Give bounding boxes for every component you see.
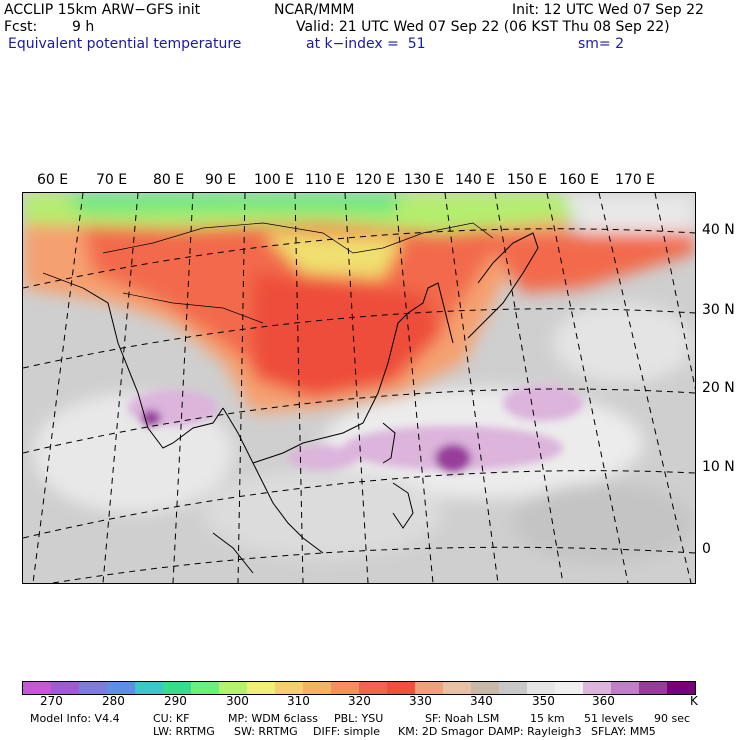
theta-e-map [22,192,696,584]
init-time: Init: 12 UTC Wed 07 Sep 22 [512,2,704,18]
colorbar-label: 340 [470,694,493,708]
colorbar-swatch [527,682,555,694]
footer-resolution: 15 km [530,712,565,725]
colorbar-swatch [387,682,415,694]
footer-levels: 51 levels [584,712,634,725]
colorbar-label: 270 [40,694,63,708]
colorbar-label: 300 [226,694,249,708]
footer-model-info: Model Info: V4.4 [30,712,120,725]
lon-label: 90 E [205,172,237,188]
colorbar-swatch [191,682,219,694]
colorbar-label: 280 [102,694,125,708]
colorbar-swatch [471,682,499,694]
valid-time: Valid: 21 UTC Wed 07 Sep 22 (06 KST Thu … [296,19,670,35]
colorbar-label: 310 [287,694,310,708]
field-name: Equivalent potential temperature [8,36,242,52]
lat-label: 30 N [702,302,735,318]
colorbar-swatch [23,682,51,694]
map-field-svg [23,193,695,583]
footer-diff: DIFF: simple [313,725,381,738]
lon-label: 70 E [96,172,128,188]
colorbar-label: 350 [532,694,555,708]
colorbar-swatch [331,682,359,694]
colorbar-swatch [247,682,275,694]
lon-label: 130 E [404,172,445,188]
org-label: NCAR/MMM [274,2,355,18]
colorbar-label: 320 [348,694,371,708]
colorbar-swatch [583,682,611,694]
colorbar-swatch [611,682,639,694]
footer-lw: LW: RRTMG [153,725,215,738]
colorbar-label: 330 [409,694,432,708]
lon-label: 160 E [559,172,600,188]
footer-sw: SW: RRTMG [234,725,298,738]
lat-label: 10 N [702,459,735,475]
colorbar-swatch [275,682,303,694]
lat-label: 40 N [702,222,735,238]
footer-sflay: SFLAY: MM5 [591,725,656,738]
colorbar-swatch [443,682,471,694]
lat-label: 20 N [702,380,735,396]
colorbar-swatch [667,682,695,694]
colorbar-swatch [303,682,331,694]
smoothing-label: sm= 2 [578,36,625,52]
lat-label: 0 [702,541,711,557]
colorbar-swatch [219,682,247,694]
lon-label: 140 E [455,172,496,188]
lon-label: 110 E [305,172,346,188]
colorbar-label: 290 [164,694,187,708]
model-title: ACCLIP 15km ARW−GFS init [4,2,201,18]
footer-mp: MP: WDM 6class [228,712,318,725]
colorbar-swatch [135,682,163,694]
colorbar-label: 360 [592,694,615,708]
colorbar-swatch [163,682,191,694]
colorbar-swatch [639,682,667,694]
colorbar [22,681,696,695]
lon-label: 170 E [615,172,656,188]
lon-label: 150 E [507,172,548,188]
footer-sf: SF: Noah LSM [425,712,500,725]
level-label: at k−index = 51 [306,36,426,52]
lon-label: 80 E [153,172,185,188]
colorbar-swatch [107,682,135,694]
footer-damp: DAMP: Rayleigh3 [488,725,582,738]
colorbar-swatch [499,682,527,694]
colorbar-swatch [359,682,387,694]
footer-cu: CU: KF [153,712,190,725]
forecast-hours: 9 h [72,19,95,35]
colorbar-swatch [555,682,583,694]
colorbar-swatch [51,682,79,694]
forecast-label: Fcst: [4,19,38,35]
lon-label: 60 E [37,172,69,188]
colorbar-swatch [79,682,107,694]
colorbar-swatch [415,682,443,694]
footer-timestep: 90 sec [654,712,691,725]
footer-km: KM: 2D Smagor [398,725,484,738]
lon-label: 120 E [355,172,396,188]
colorbar-unit: K [690,694,698,708]
lon-label: 100 E [254,172,295,188]
footer-pbl: PBL: YSU [334,712,384,725]
